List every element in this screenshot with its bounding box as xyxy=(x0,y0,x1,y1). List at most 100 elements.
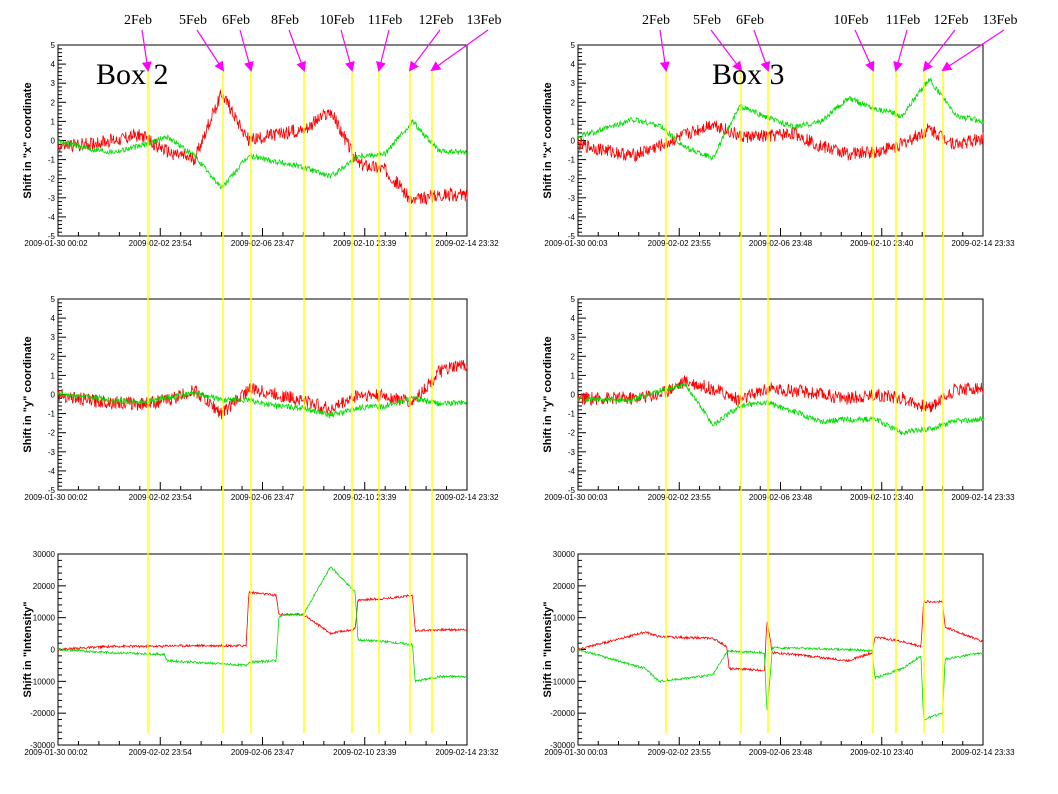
y-tick-label: -2 xyxy=(568,429,576,438)
x-tick-label: 2009-02-14 23:33 xyxy=(951,748,1015,757)
x-tick-label: 2009-02-10 23:40 xyxy=(850,748,914,757)
date-arrow xyxy=(710,29,743,72)
date-arrow xyxy=(408,29,441,72)
date-arrow xyxy=(854,29,875,72)
x-tick-label: 2009-02-10 23:39 xyxy=(333,748,397,757)
date-arrow xyxy=(430,29,489,72)
box-label: Box 3 xyxy=(712,58,785,91)
date-annotation-label: 11Feb xyxy=(368,13,402,28)
y-axis-label: Shift in "y" coordinate xyxy=(22,336,34,452)
y-tick-label: -3 xyxy=(568,448,576,457)
y-tick-label: 3 xyxy=(51,79,56,88)
y-tick-label: -4 xyxy=(48,467,56,476)
date-arrow xyxy=(893,29,908,72)
y-tick-label: 5 xyxy=(51,41,56,50)
y-tick-label: 2 xyxy=(571,98,576,107)
x-tick-label: 2009-01-30 00:02 xyxy=(24,748,88,757)
y-tick-label: 0 xyxy=(571,137,576,146)
y-tick-label: 3 xyxy=(571,79,576,88)
date-arrow xyxy=(340,29,355,72)
y-tick-label: -3 xyxy=(48,194,56,203)
x-tick-label: 2009-02-10 23:39 xyxy=(333,493,397,502)
y-tick-label: -2 xyxy=(48,429,56,438)
y-tick-label: -5 xyxy=(48,232,56,241)
y-tick-label: 2 xyxy=(571,352,576,361)
x-tick-label: 2009-01-30 00:03 xyxy=(544,748,608,757)
y-tick-label: 2 xyxy=(51,352,56,361)
date-arrow xyxy=(288,29,306,72)
x-tick-label: 2009-02-14 23:33 xyxy=(951,239,1015,248)
series-green-line xyxy=(577,381,984,437)
y-tick-label: 3 xyxy=(51,333,56,342)
series-green-line xyxy=(57,119,468,190)
y-tick-label: 2 xyxy=(51,98,56,107)
plot-frame xyxy=(57,553,468,746)
y-axis-label: Shift in "Intensity" xyxy=(22,602,34,698)
y-tick-label: -1 xyxy=(568,410,576,419)
date-annotation-label: 12Feb xyxy=(934,13,969,28)
series-red-line xyxy=(577,599,984,672)
date-arrow xyxy=(239,29,254,72)
panel-3: 3000020000100000-10000-20000-300002009-0… xyxy=(22,550,499,757)
y-tick-label: 3 xyxy=(571,333,576,342)
x-tick-label: 2009-02-06 23:47 xyxy=(231,493,295,502)
y-tick-label: 0 xyxy=(571,646,576,655)
x-tick-label: 2009-02-02 23:55 xyxy=(648,239,712,248)
x-tick-label: 2009-02-14 23:32 xyxy=(435,748,499,757)
date-annotation-label: 12Feb xyxy=(419,13,454,28)
y-axis-label: Shift in "x" coordinate xyxy=(542,82,554,198)
x-tick-label: 2009-02-02 23:54 xyxy=(129,748,193,757)
box-label: Box 2 xyxy=(96,58,169,91)
y-tick-label: 5 xyxy=(571,295,576,304)
date-annotation-label: 5Feb xyxy=(179,13,207,28)
x-tick-label: 2009-02-14 23:33 xyxy=(951,493,1015,502)
x-tick-label: 2009-02-14 23:32 xyxy=(435,493,499,502)
date-annotation-label: 13Feb xyxy=(983,13,1018,28)
x-tick-label: 2009-02-06 23:48 xyxy=(749,748,813,757)
y-tick-label: -5 xyxy=(48,486,56,495)
y-tick-label: -1 xyxy=(48,156,56,165)
x-tick-label: 2009-02-02 23:54 xyxy=(129,493,193,502)
x-tick-label: 2009-02-06 23:47 xyxy=(231,748,295,757)
y-tick-label: 10000 xyxy=(33,614,56,623)
y-tick-label: -2 xyxy=(568,175,576,184)
date-annotation-label: 10Feb xyxy=(320,13,355,28)
y-tick-label: -20000 xyxy=(550,709,575,718)
date-arrow xyxy=(141,29,152,72)
x-tick-label: 2009-02-02 23:54 xyxy=(129,239,193,248)
y-tick-label: -20000 xyxy=(30,709,55,718)
y-tick-label: 0 xyxy=(51,137,56,146)
date-annotation-label: 13Feb xyxy=(467,13,502,28)
y-tick-label: -3 xyxy=(48,448,56,457)
y-tick-label: -5 xyxy=(568,232,576,241)
y-tick-label: 1 xyxy=(571,117,576,126)
x-tick-label: 2009-01-30 00:03 xyxy=(544,239,608,248)
y-axis-label: Shift in "x" coordinate xyxy=(22,82,34,198)
x-tick-label: 2009-02-10 23:40 xyxy=(850,239,914,248)
panel-3: 3000020000100000-10000-20000-300002009-0… xyxy=(542,550,1015,757)
y-tick-label: 4 xyxy=(51,314,56,323)
y-tick-label: 4 xyxy=(51,60,56,69)
x-tick-label: 2009-02-06 23:47 xyxy=(231,239,295,248)
y-tick-label: 1 xyxy=(571,371,576,380)
x-tick-label: 2009-02-06 23:48 xyxy=(749,239,813,248)
x-tick-label: 2009-02-06 23:48 xyxy=(749,493,813,502)
x-tick-label: 2009-01-30 00:02 xyxy=(24,239,88,248)
y-tick-label: -5 xyxy=(568,486,576,495)
y-tick-label: 20000 xyxy=(553,582,576,591)
y-tick-label: 4 xyxy=(571,60,576,69)
date-annotation-label: 6Feb xyxy=(736,13,764,28)
series-red-line xyxy=(57,360,468,420)
y-axis-label: Shift in "y" coordinate xyxy=(542,336,554,452)
y-tick-label: -10000 xyxy=(30,677,55,686)
plot-frame xyxy=(577,298,984,491)
y-tick-label: 20000 xyxy=(33,582,56,591)
y-tick-label: -10000 xyxy=(550,677,575,686)
y-tick-label: 0 xyxy=(571,391,576,400)
